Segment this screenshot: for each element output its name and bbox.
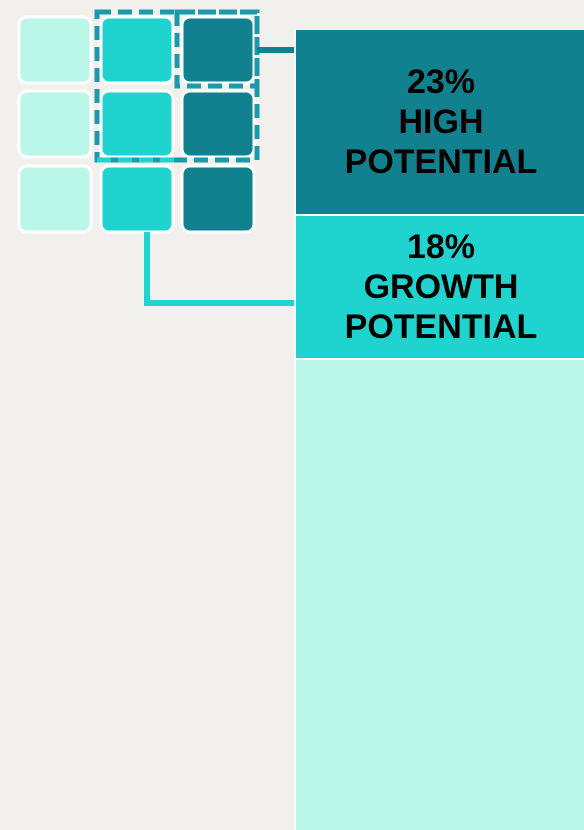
cell: [17, 89, 93, 159]
value-label: 18%: [406, 228, 476, 266]
cell: [180, 164, 256, 234]
cell: [99, 164, 175, 234]
icon-cells: [17, 15, 256, 234]
cell: [99, 89, 175, 159]
value-label: 23%: [406, 63, 476, 101]
segment-label: GROWTH POTENTIAL: [344, 268, 538, 346]
cell: [17, 164, 93, 234]
bar-segment: 18% GROWTH POTENTIAL: [294, 214, 584, 358]
bar-segment: 23% HIGH POTENTIAL: [294, 30, 584, 214]
bar-segment: [294, 358, 584, 830]
cell: [180, 15, 256, 85]
cell: [17, 15, 93, 85]
cell: [180, 89, 256, 159]
cell: [99, 15, 175, 85]
connector: [144, 232, 294, 306]
segment-label: HIGH POTENTIAL: [344, 103, 538, 181]
grid-icon: [17, 9, 294, 306]
